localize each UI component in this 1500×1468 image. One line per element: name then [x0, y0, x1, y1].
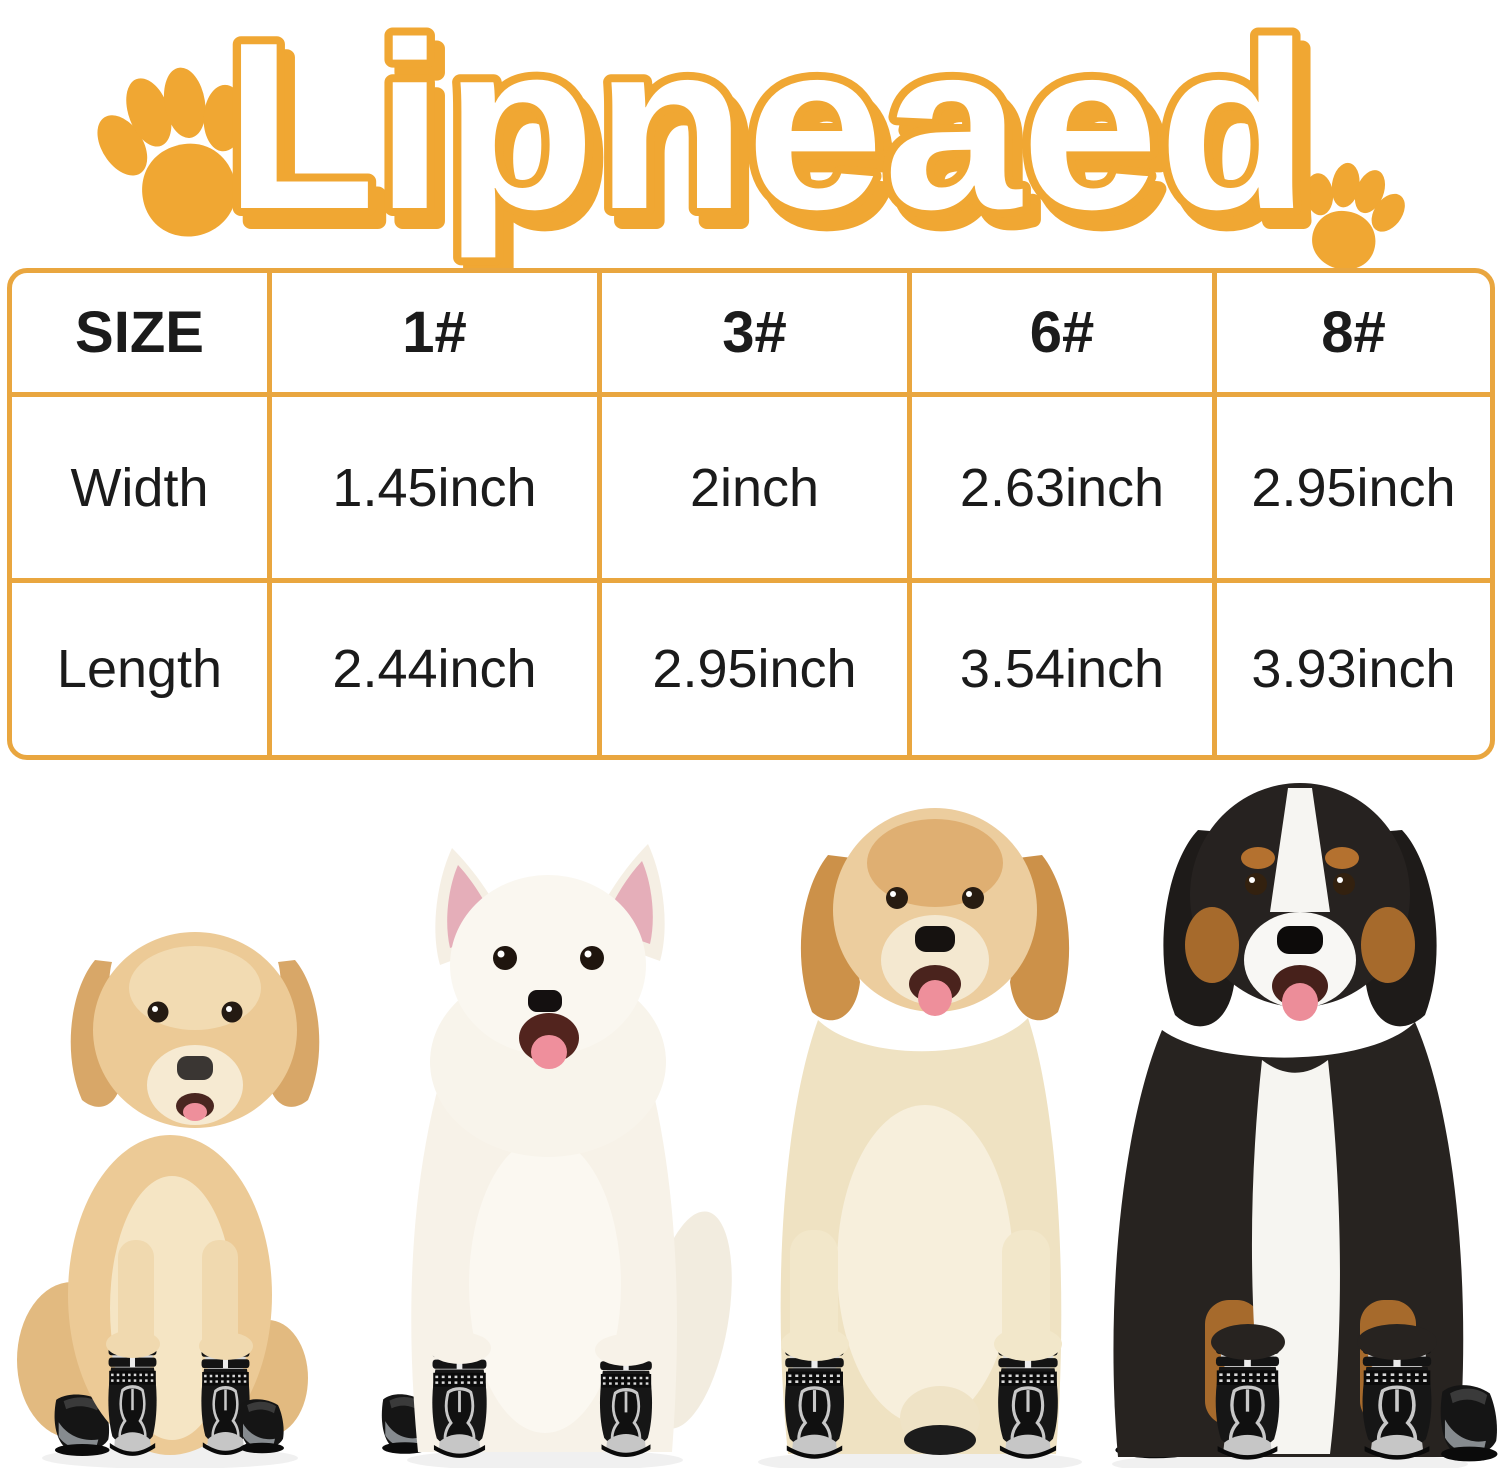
length-value-3: 2.95inch	[602, 583, 912, 755]
dog-illustration-golden-retriever	[758, 808, 1082, 1468]
dog-illustration-bernese-mountain-dog	[1112, 783, 1498, 1468]
brand-name: Lipneaed	[225, 0, 1310, 259]
width-value-1: 1.45inch	[272, 397, 602, 583]
column-header-8: 8#	[1217, 273, 1490, 397]
row-label-width: Width	[12, 397, 272, 583]
brand-name-shadow: Lipneaed	[235, 7, 1320, 268]
column-header-1: 1#	[272, 273, 602, 397]
length-value-1: 2.44inch	[272, 583, 602, 755]
size-chart-table: SIZE 1# 3# 6# 8# Width 1.45inch 2inch 2.…	[7, 268, 1495, 760]
length-value-6: 3.54inch	[912, 583, 1217, 755]
width-value-3: 2inch	[602, 397, 912, 583]
column-header-size: SIZE	[12, 273, 272, 397]
dog-boot-icon	[239, 1399, 284, 1454]
width-value-8: 2.95inch	[1217, 397, 1490, 583]
row-label-length: Length	[12, 583, 272, 755]
width-value-6: 2.63inch	[912, 397, 1217, 583]
column-header-6: 6#	[912, 273, 1217, 397]
dog-illustration-cream-long-haired-chihuahua	[381, 844, 732, 1468]
column-header-3: 3#	[602, 273, 912, 397]
dog-lineup-illustration	[17, 783, 1498, 1468]
brand-logo: Lipneaed Lipneaed	[76, 0, 1419, 268]
length-value-8: 3.93inch	[1251, 639, 1456, 699]
dog-illustration-golden-retriever-puppy	[17, 932, 320, 1468]
